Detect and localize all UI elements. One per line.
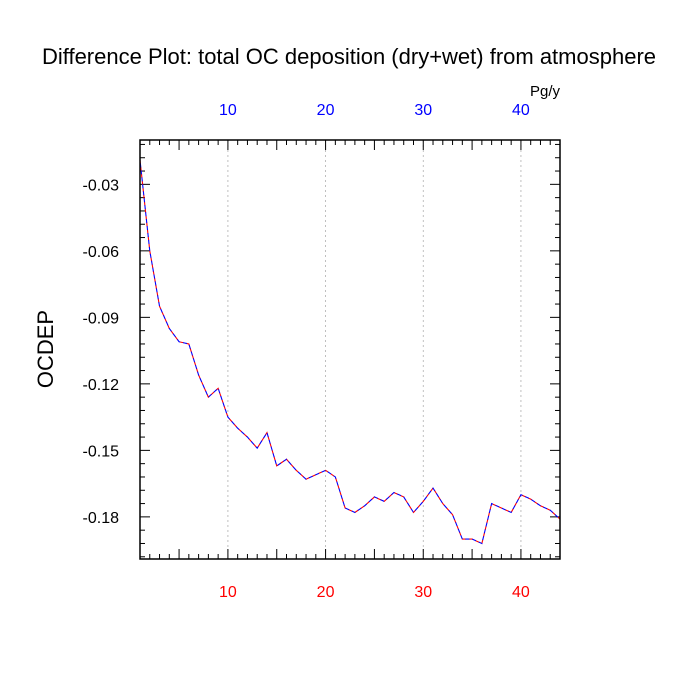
series-line-a: [139, 159, 561, 545]
y-tick-label: -0.06: [83, 244, 120, 261]
plot-frame: [139, 139, 561, 560]
y-tick-label: -0.03: [83, 177, 120, 194]
x-tick-label-bottom: 10: [219, 584, 237, 601]
axis-ticks: 10 10 20 20 30 30 40 40 -0.03 -0.06 -0.09 -0.12 -0.1…: [83, 102, 561, 601]
y-tick-label: -0.15: [83, 443, 120, 460]
y-tick-label: -0.12: [83, 377, 120, 394]
grid-lines: [227, 140, 522, 559]
x-tick-label-top: 30: [414, 102, 432, 119]
x-tick-label-bottom: 40: [512, 584, 530, 601]
units-label: Pg/y: [530, 83, 561, 100]
series-line-b: [139, 159, 561, 545]
y-tick-label: -0.09: [83, 310, 120, 327]
y-tick-label: -0.18: [83, 510, 120, 527]
x-tick-label-bottom: 20: [317, 584, 335, 601]
series-group: [139, 159, 561, 545]
x-tick-label-top: 10: [219, 102, 237, 119]
chart-title: Difference Plot: total OC deposition (dr…: [42, 44, 656, 69]
x-tick-label-bottom: 30: [414, 584, 432, 601]
x-tick-label-top: 20: [317, 102, 335, 119]
x-tick-label-top: 40: [512, 102, 530, 119]
y-axis-label: OCDEP: [33, 310, 58, 388]
